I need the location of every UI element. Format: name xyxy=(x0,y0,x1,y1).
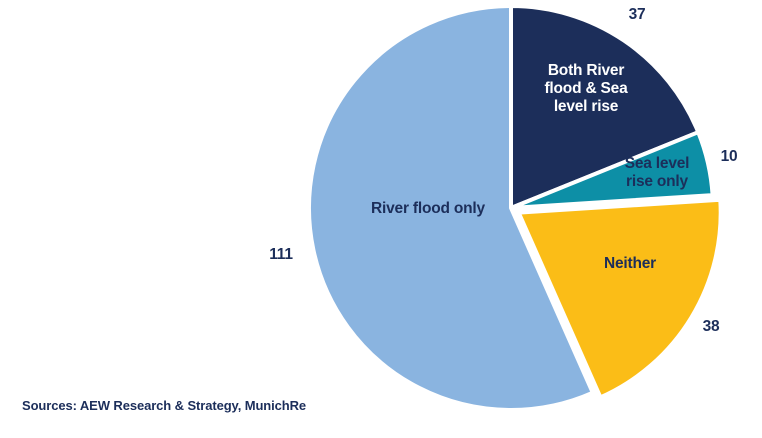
slice-value-neither: 38 xyxy=(702,318,720,335)
pie-slices-group xyxy=(307,4,723,412)
slice-value-sea-level-rise-only: 10 xyxy=(720,148,738,165)
slice-label-both-river-flood-and-sea-level-rise: Both River flood & Sea level rise xyxy=(544,62,628,115)
pie-slice-3 xyxy=(516,197,723,400)
slice-value-river-flood-only: 111 xyxy=(269,246,293,263)
pie-slice-1 xyxy=(509,4,701,210)
source-note: Sources: AEW Research & Strategy, Munich… xyxy=(22,398,307,413)
slice-label-river-flood-only: River flood only xyxy=(371,200,485,217)
slice-label-sea-level-rise-only: Sea level rise only xyxy=(624,155,690,190)
pie-slice-2 xyxy=(509,130,715,210)
slice-value-both-river-flood-and-sea-level-rise: 37 xyxy=(628,6,646,23)
pie-slice-4 xyxy=(307,4,595,412)
slice-label-neither: Neither xyxy=(603,255,656,272)
